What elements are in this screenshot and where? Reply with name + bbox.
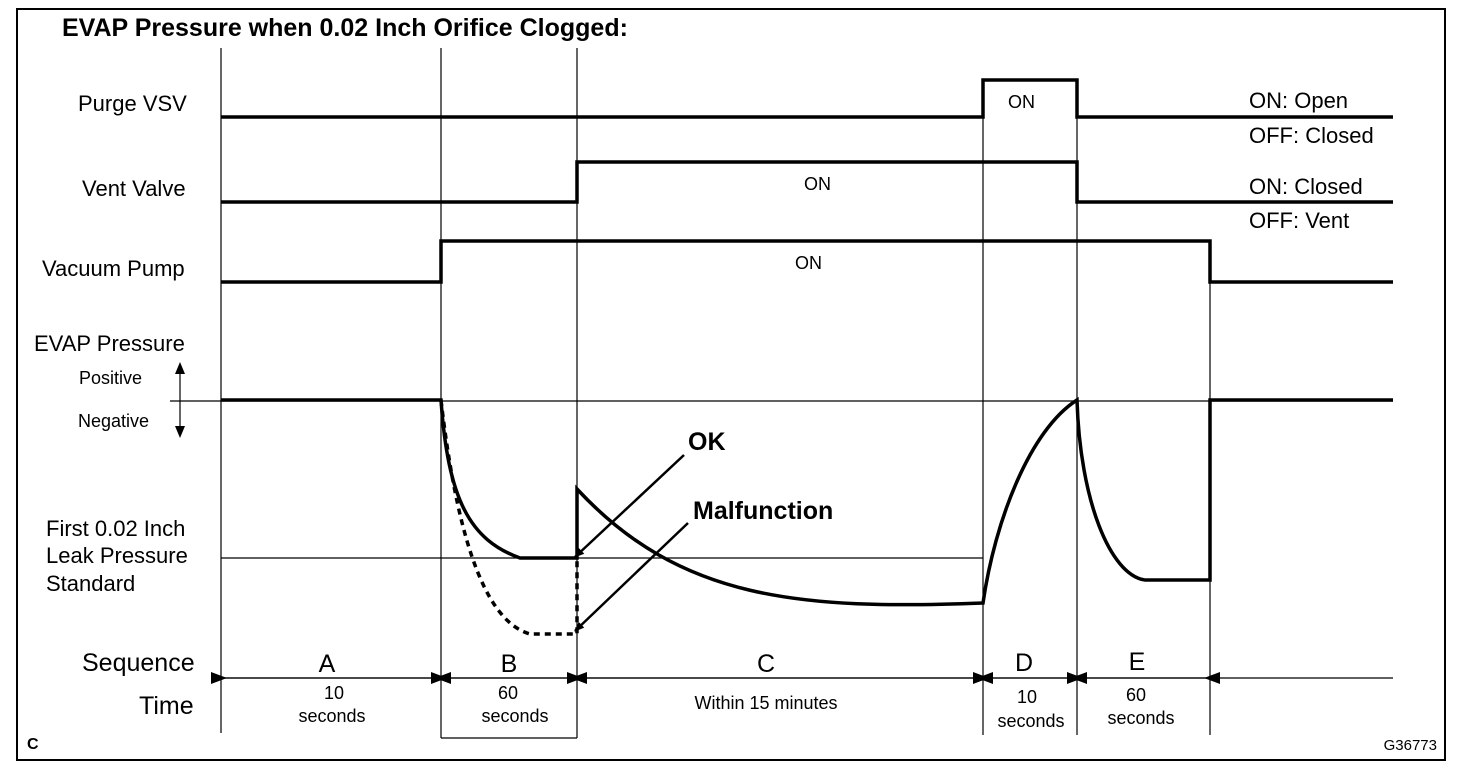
segment-b-letter: B bbox=[501, 650, 518, 678]
standard-label-line2: Leak Pressure bbox=[46, 543, 188, 568]
segment-e-letter: E bbox=[1129, 648, 1146, 676]
evap-negative-label: Negative bbox=[78, 411, 149, 431]
segment-d-letter: D bbox=[1015, 649, 1033, 677]
purge-vsv-state-on: ON: Open bbox=[1249, 88, 1348, 113]
evap-pressure-curve bbox=[221, 396, 1393, 607]
sequence-label: Sequence bbox=[82, 649, 195, 677]
segment-e-time-line1: 60 bbox=[1126, 685, 1146, 705]
purge-vsv-signal bbox=[221, 78, 1393, 119]
ok-callout-arrow-icon bbox=[574, 454, 685, 558]
vacuum-pump-signal bbox=[221, 239, 1393, 284]
segment-c-letter: C bbox=[757, 650, 775, 678]
standard-label-line1: First 0.02 Inch bbox=[46, 516, 185, 541]
diagram-frame bbox=[16, 8, 1446, 761]
segment-c-time-line1: Within 15 minutes bbox=[694, 693, 837, 713]
vacuum-pump-label: Vacuum Pump bbox=[42, 256, 185, 281]
time-label: Time bbox=[139, 692, 194, 720]
segment-d-time-line2: seconds bbox=[997, 711, 1064, 731]
purge-vsv-label: Purge VSV bbox=[78, 91, 187, 116]
pos-arrow-head-icon bbox=[175, 362, 185, 374]
vent-valve-state-off: OFF: Vent bbox=[1249, 208, 1349, 233]
neg-arrow-head-icon bbox=[175, 426, 185, 438]
corner-letter: C bbox=[27, 736, 39, 753]
figure-code: G36773 bbox=[1384, 737, 1437, 754]
standard-label-line3: Standard bbox=[46, 571, 135, 596]
malfunction-callout-arrow-icon bbox=[574, 522, 689, 632]
malfunction-callout-label: Malfunction bbox=[693, 497, 833, 525]
evap-pressure-label: EVAP Pressure bbox=[34, 331, 185, 356]
evap-positive-label: Positive bbox=[79, 368, 142, 388]
vacuum-pump-on-text: ON bbox=[795, 253, 822, 273]
segment-b-time-line2: seconds bbox=[481, 706, 548, 726]
purge-vsv-state-off: OFF: Closed bbox=[1249, 123, 1374, 148]
diagram-title: EVAP Pressure when 0.02 Inch Orifice Clo… bbox=[62, 14, 628, 42]
segment-e-time-line2: seconds bbox=[1107, 708, 1174, 728]
segment-a-time-line2: seconds bbox=[298, 706, 365, 726]
ok-callout-label: OK bbox=[688, 428, 726, 456]
segment-b-time-line1: 60 bbox=[498, 683, 518, 703]
vent-valve-label: Vent Valve bbox=[82, 176, 186, 201]
vent-valve-state-on: ON: Closed bbox=[1249, 174, 1363, 199]
segment-a-time-line1: 10 bbox=[324, 683, 344, 703]
segment-d-time-line1: 10 bbox=[1017, 687, 1037, 707]
vent-valve-on-text: ON bbox=[804, 174, 831, 194]
malfunction-curve bbox=[439, 399, 579, 636]
purge-vsv-on-text: ON bbox=[1008, 92, 1035, 112]
segment-a-letter: A bbox=[319, 650, 336, 678]
vent-valve-signal bbox=[221, 160, 1393, 204]
